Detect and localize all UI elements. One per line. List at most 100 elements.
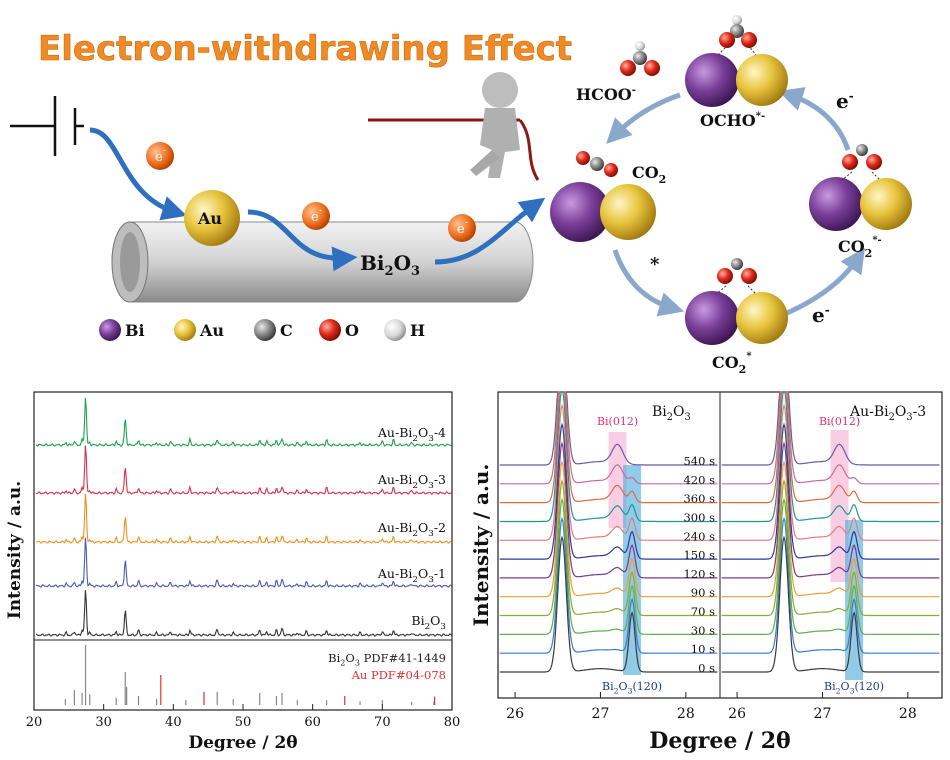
bi2o3-support-label: Bi2O3 xyxy=(360,251,420,279)
bi2o3-120-annotation: Bi2O3(120) xyxy=(824,680,884,695)
time-label: 540 s xyxy=(683,454,715,468)
xrd-series-Au-Bi2O3-3 xyxy=(35,445,452,495)
insitu-chart: Bi2O3Bi(012)Bi2O3(120)Au-Bi2O3-3Bi(012)B… xyxy=(469,391,943,754)
legend-bi: Bi xyxy=(125,321,145,340)
svg-text:-: - xyxy=(163,146,166,156)
svg-text:Au: Au xyxy=(197,209,222,228)
insitu-series-240s xyxy=(721,403,940,541)
xrd-x-tick-label: 20 xyxy=(26,715,43,730)
insitu-series-360s xyxy=(499,391,718,504)
time-label: 120 s xyxy=(683,567,715,581)
legend-c: C xyxy=(280,321,293,340)
co2-label: CO2 xyxy=(632,163,666,186)
star-label: * xyxy=(650,254,660,275)
time-label: 300 s xyxy=(683,510,715,524)
xrd-x-tick-label: 50 xyxy=(235,715,252,730)
time-label: 150 s xyxy=(683,548,715,562)
xrd-plot-frame xyxy=(33,391,453,711)
time-label: 70 s xyxy=(691,605,715,619)
legend-au: Au xyxy=(199,321,224,340)
insitu-series-150s xyxy=(499,422,718,560)
legend-h: H xyxy=(410,321,425,340)
insitu-series-120s xyxy=(721,441,940,579)
xrd-x-tick-label: 60 xyxy=(304,715,321,730)
electron-2: e - xyxy=(302,202,330,230)
xrd-x-tick-label: 80 xyxy=(444,715,461,730)
e-bottom-label: e- xyxy=(812,303,830,327)
insitu-series-300s xyxy=(721,391,940,523)
e-top-label: e- xyxy=(836,89,854,113)
insitu-series-240s xyxy=(499,403,718,541)
insitu-y-axis-label: Intensity / a.u. xyxy=(469,464,493,627)
schematic-title: Electron-withdrawing Effect xyxy=(38,29,572,69)
bi012-annotation: Bi(012) xyxy=(819,415,860,428)
xrd-series-Au-Bi2O3-1 xyxy=(35,537,452,588)
hcoo-label: HCOO- xyxy=(576,85,636,104)
co2-molecule xyxy=(576,151,618,177)
insitu-x-tick-label: 26 xyxy=(506,706,524,722)
insitu-series-70s xyxy=(499,479,718,617)
insitu-series-540s xyxy=(721,391,940,466)
insitu-series-300s xyxy=(499,391,718,523)
svg-text:e: e xyxy=(457,222,465,237)
xrd-x-tick-label: 30 xyxy=(95,715,112,730)
co2-radical-label: CO2*- xyxy=(838,235,882,260)
pulling-figure-icon xyxy=(368,72,540,181)
insitu-x-tick-label: 27 xyxy=(592,706,610,722)
xrd-y-axis-label: Intensity / a.u. xyxy=(5,481,25,619)
insitu-series-360s xyxy=(721,391,940,504)
catalytic-cycle: HCOO- OCHO*- e- CO2 xyxy=(550,15,912,376)
insitu-series-30s xyxy=(721,497,940,635)
xrd-chart: Au-Bi2O3-4 Au-Bi2O3-3 Au-Bi2O3-2 Au-Bi2O3-1… xyxy=(5,391,461,753)
time-label: 90 s xyxy=(691,586,715,600)
flow-arrow-1 xyxy=(89,127,187,221)
insitu-series-420s xyxy=(721,391,940,485)
flow-arrow-3 xyxy=(434,197,546,265)
co2-star-label: CO2* xyxy=(712,351,752,376)
svg-text:-: - xyxy=(319,206,322,216)
insitu-x-tick-label: 28 xyxy=(899,706,917,722)
battery-symbol xyxy=(10,96,84,156)
insitu-series-0s xyxy=(499,535,718,673)
flow-arrow-2 xyxy=(247,209,358,272)
insitu-series-10s xyxy=(499,516,718,654)
time-label: 10 s xyxy=(691,642,715,656)
ocho-label: OCHO*- xyxy=(700,111,765,130)
bi2o3-120-annotation: Bi2O3(120) xyxy=(602,680,662,695)
au-particle: Au xyxy=(184,190,240,246)
schematic-panel: Electron-withdrawing Effect xyxy=(10,15,912,376)
xrd-series-Au-Bi2O3-4 xyxy=(35,397,452,447)
insitu-series-0s xyxy=(721,535,940,673)
insitu-series-420s xyxy=(499,391,718,485)
insitu-series-90s xyxy=(721,460,940,598)
xrd-series-label-4: Au-Bi2O3-1 xyxy=(377,566,446,585)
insitu-series-10s xyxy=(721,516,940,654)
svg-text:e: e xyxy=(155,150,163,165)
insitu-x-tick-label: 26 xyxy=(728,706,746,722)
electron-3: e - xyxy=(448,214,476,242)
xrd-x-tick-label: 40 xyxy=(165,715,182,730)
xrd-series-label-1: Au-Bi2O3-4 xyxy=(377,425,446,444)
time-label: 240 s xyxy=(683,529,715,543)
insitu-series-150s xyxy=(721,422,940,560)
xrd-reference-label-au: Au PDF#04-078 xyxy=(351,668,446,682)
co2-radical-intermediate xyxy=(809,144,912,231)
bi012-annotation: Bi(012) xyxy=(597,415,638,428)
time-label: 420 s xyxy=(683,473,715,487)
insitu-panel-label-2: Au-Bi2O3-3 xyxy=(849,404,926,423)
insitu-x-axis-label: Degree / 2θ xyxy=(649,728,790,754)
xrd-series-label-5: Bi2O3 xyxy=(411,613,446,632)
svg-text:-: - xyxy=(465,218,468,228)
svg-text:e: e xyxy=(311,210,319,225)
atom-legend: Bi Au C O H xyxy=(99,319,425,341)
xrd-x-axis-label: Degree / 2θ xyxy=(188,733,297,753)
time-label: 360 s xyxy=(683,492,715,506)
co2-star-intermediate xyxy=(685,258,788,345)
xrd-series-Au-Bi2O3-2 xyxy=(36,493,452,544)
insitu-panel-label-1: Bi2O3 xyxy=(652,404,691,423)
insitu-series-70s xyxy=(721,479,940,617)
legend-o: O xyxy=(345,321,359,340)
time-label: 0 s xyxy=(698,661,715,675)
hcoo-molecule xyxy=(620,41,660,76)
xrd-series-Bi2O3 xyxy=(35,590,453,637)
